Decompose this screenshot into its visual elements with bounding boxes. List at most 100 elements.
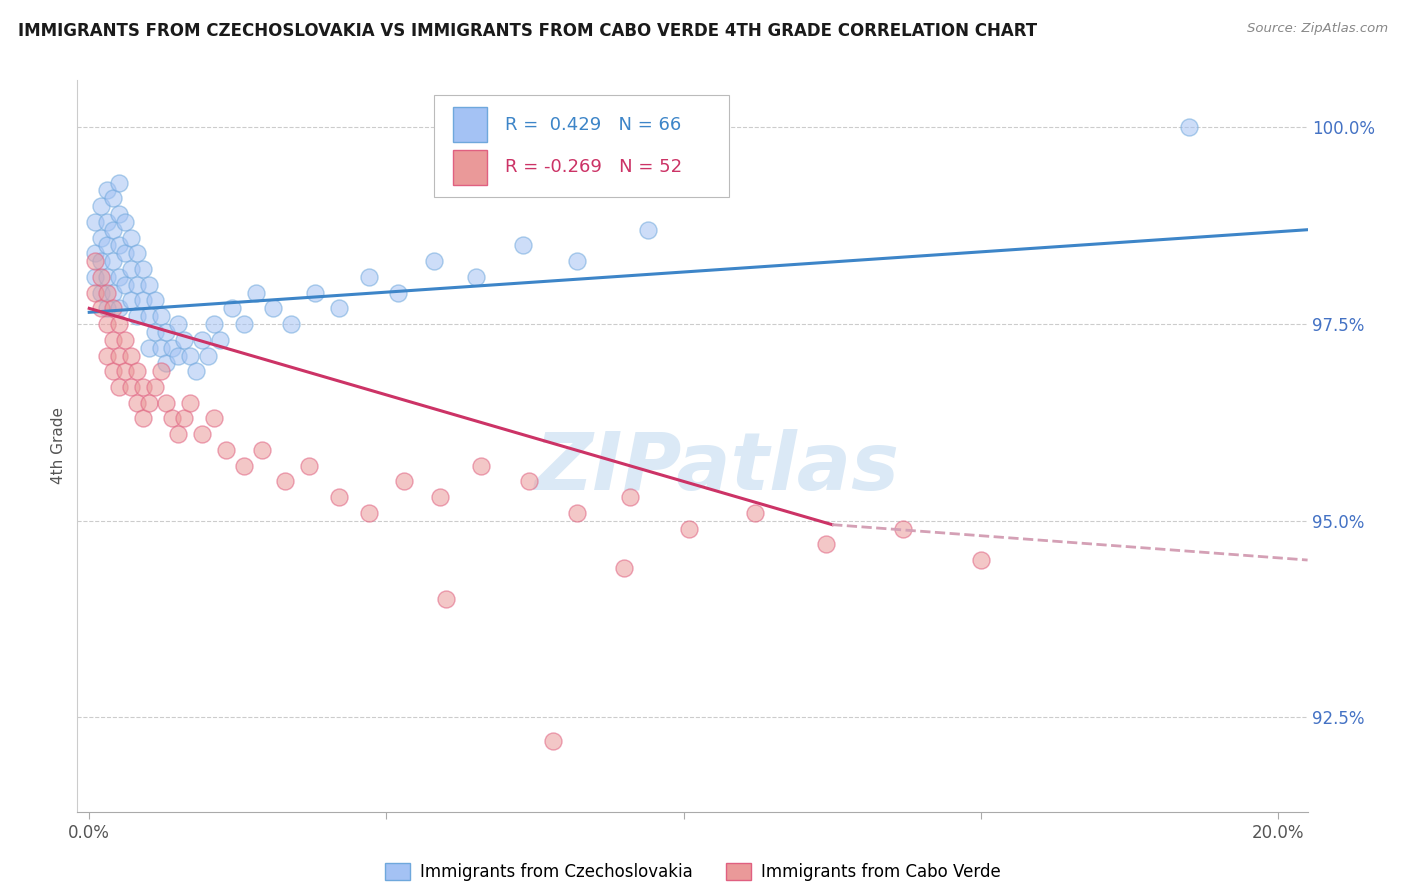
Point <box>512 238 534 252</box>
Point <box>84 285 107 300</box>
Point <box>84 246 107 260</box>
Legend: Immigrants from Czechoslovakia, Immigrants from Cabo Verde: Immigrants from Czechoslovakia, Immigran… <box>378 856 1007 888</box>
Point <box>202 317 225 331</box>
Point <box>167 427 190 442</box>
Point <box>464 269 486 284</box>
Point <box>149 310 172 324</box>
Point <box>120 349 142 363</box>
Point <box>167 349 190 363</box>
Point <box>162 341 184 355</box>
Point <box>744 506 766 520</box>
Point <box>84 269 107 284</box>
Point <box>357 269 380 284</box>
Point <box>613 561 636 575</box>
Point <box>101 285 124 300</box>
Point <box>429 490 451 504</box>
Point <box>149 364 172 378</box>
Point <box>893 522 915 536</box>
Point <box>101 191 124 205</box>
Point <box>191 333 214 347</box>
Point <box>96 183 118 197</box>
Point <box>114 277 136 292</box>
Point <box>114 215 136 229</box>
Point <box>138 310 160 324</box>
Text: R =  0.429   N = 66: R = 0.429 N = 66 <box>506 116 682 134</box>
Y-axis label: 4th Grade: 4th Grade <box>51 408 66 484</box>
Point <box>120 380 142 394</box>
Point <box>155 396 177 410</box>
Point <box>262 301 284 316</box>
Point <box>149 341 172 355</box>
Point <box>202 411 225 425</box>
Point <box>215 442 238 457</box>
Point <box>101 223 124 237</box>
Point <box>84 254 107 268</box>
Point <box>541 734 564 748</box>
Point <box>173 333 195 347</box>
Point <box>637 223 659 237</box>
Point <box>208 333 231 347</box>
Point <box>143 325 166 339</box>
Point <box>565 254 588 268</box>
Point <box>120 230 142 244</box>
Point <box>125 277 148 292</box>
Point <box>131 293 153 308</box>
FancyBboxPatch shape <box>434 95 730 197</box>
Point <box>96 317 118 331</box>
Point <box>101 364 124 378</box>
Point <box>96 301 118 316</box>
Point <box>114 246 136 260</box>
Point <box>114 333 136 347</box>
Point <box>179 349 201 363</box>
Point <box>387 285 409 300</box>
Point <box>125 246 148 260</box>
Point <box>1177 120 1199 135</box>
Point <box>101 333 124 347</box>
Point <box>138 341 160 355</box>
Point <box>434 592 457 607</box>
Point <box>90 230 112 244</box>
Point <box>90 269 112 284</box>
Point <box>221 301 243 316</box>
Point <box>125 396 148 410</box>
Point <box>565 506 588 520</box>
Point <box>232 317 254 331</box>
Point <box>328 490 350 504</box>
Text: R = -0.269   N = 52: R = -0.269 N = 52 <box>506 158 682 177</box>
Point <box>423 254 446 268</box>
Point <box>245 285 267 300</box>
Point <box>167 317 190 331</box>
Point <box>280 317 302 331</box>
Point <box>470 458 492 473</box>
Point <box>108 301 131 316</box>
Point <box>517 475 540 489</box>
Point <box>304 285 326 300</box>
Point <box>173 411 195 425</box>
Point <box>101 301 124 316</box>
Point <box>131 262 153 277</box>
Point <box>191 427 214 442</box>
Point <box>96 215 118 229</box>
Point <box>179 396 201 410</box>
Point <box>90 199 112 213</box>
Point <box>90 285 112 300</box>
Point <box>815 537 838 551</box>
Point <box>125 364 148 378</box>
Point <box>90 301 112 316</box>
Point <box>357 506 380 520</box>
Text: Source: ZipAtlas.com: Source: ZipAtlas.com <box>1247 22 1388 36</box>
Point <box>298 458 321 473</box>
FancyBboxPatch shape <box>453 107 486 143</box>
Point <box>108 238 131 252</box>
Point <box>143 293 166 308</box>
Point <box>114 364 136 378</box>
Point <box>108 269 131 284</box>
Point <box>392 475 415 489</box>
Point <box>108 380 131 394</box>
Point <box>96 269 118 284</box>
Point <box>197 349 219 363</box>
Point <box>970 553 993 567</box>
Point <box>678 522 700 536</box>
Text: IMMIGRANTS FROM CZECHOSLOVAKIA VS IMMIGRANTS FROM CABO VERDE 4TH GRADE CORRELATI: IMMIGRANTS FROM CZECHOSLOVAKIA VS IMMIGR… <box>18 22 1038 40</box>
Point <box>108 349 131 363</box>
